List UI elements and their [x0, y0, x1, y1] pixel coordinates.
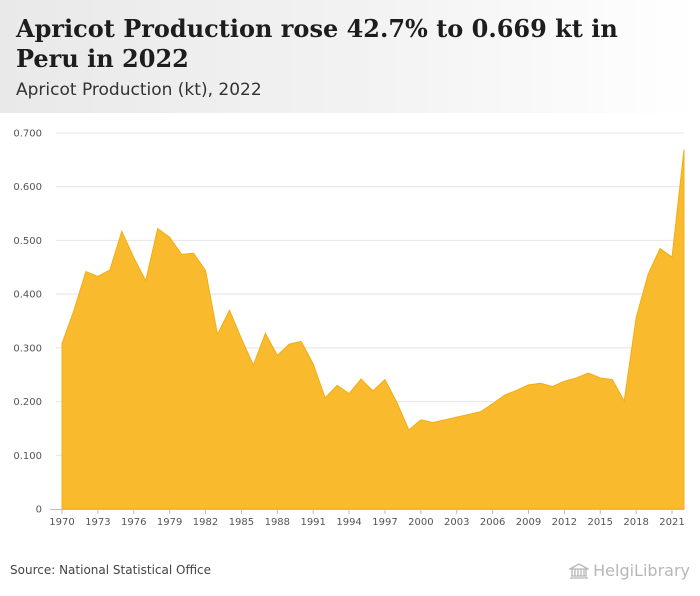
x-tick-label: 1979 [157, 517, 182, 528]
y-tick-label: 0.500 [13, 236, 42, 247]
x-tick-label: 2003 [444, 517, 469, 528]
y-tick-label: 0.100 [13, 451, 42, 462]
x-tick-label: 2006 [480, 517, 505, 528]
x-tick-label: 2012 [552, 517, 577, 528]
header-band: Apricot Production rose 42.7% to 0.669 k… [0, 0, 700, 113]
x-tick-label: 2015 [588, 517, 613, 528]
x-tick-label: 1997 [372, 517, 397, 528]
x-tick-label: 1994 [336, 517, 361, 528]
y-tick-label: 0.700 [13, 129, 42, 140]
x-tick-label: 2021 [659, 517, 684, 528]
y-tick-label: 0.300 [13, 343, 42, 354]
chart-subtitle: Apricot Production (kt), 2022 [16, 80, 262, 100]
source-note: Source: National Statistical Office [10, 563, 212, 577]
x-tick-label: 1985 [229, 517, 254, 528]
brand-logo[interactable]: HelgiLibrary [569, 561, 690, 580]
plot-area [61, 149, 685, 510]
axes: 0 0.100 0.200 0.300 0.400 0.500 0.600 0.700 1970… [13, 129, 684, 529]
library-building-icon [569, 562, 590, 579]
y-tick-label: 0.600 [13, 182, 42, 193]
area-series [61, 149, 685, 510]
y-tick-label: 0 [36, 505, 42, 516]
x-tick-label: 1976 [121, 517, 146, 528]
x-tick-label: 2000 [408, 517, 433, 528]
page-title: Apricot Production rose 42.7% to 0.669 k… [16, 14, 618, 73]
y-tick-label: 0.400 [13, 290, 42, 301]
y-tick-label: 0.200 [13, 397, 42, 408]
area-chart: 0 0.100 0.200 0.300 0.400 0.500 0.600 0.700 1970… [13, 129, 685, 529]
x-tick-label: 1982 [193, 517, 218, 528]
x-tick-label: 1970 [49, 517, 74, 528]
x-tick-label: 1991 [300, 517, 325, 528]
x-tick-label: 2009 [516, 517, 541, 528]
brand-name: HelgiLibrary [593, 561, 690, 580]
x-tick-label: 2018 [623, 517, 648, 528]
x-tick-label: 1988 [265, 517, 290, 528]
x-tick-label: 1973 [85, 517, 110, 528]
